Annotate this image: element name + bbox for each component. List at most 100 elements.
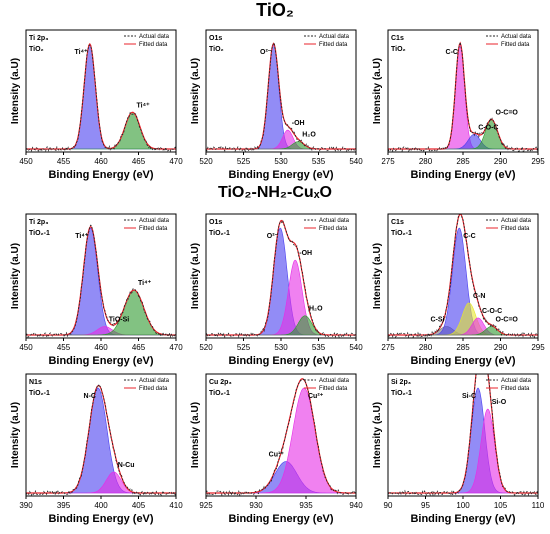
peak-label: -OH: [299, 250, 312, 257]
x-tick-label: 295: [531, 343, 545, 352]
x-tick-label: 105: [494, 501, 508, 510]
plot-area: [26, 383, 176, 496]
x-tick-label: 525: [237, 157, 251, 166]
x-axis-label: Binding Energy (eV): [410, 355, 515, 367]
y-axis-label: Intensity (a.U): [10, 243, 21, 309]
legend-fitted-label: Fitted data: [139, 226, 168, 232]
peak-label: N-Cu: [118, 462, 135, 469]
x-tick-label: 540: [349, 157, 363, 166]
sample-label: TiO₂: [391, 46, 406, 53]
fitted-data-line: [26, 42, 176, 150]
x-axis-label: Binding Energy (eV): [48, 169, 153, 181]
actual-data-line: [26, 224, 176, 338]
xps-panel: 275 280 285 290 295 Binding Energy (eV) Intens…: [372, 29, 545, 181]
x-tick-label: 295: [531, 157, 545, 166]
legend-fitted-label: Fitted data: [319, 386, 348, 392]
x-tick-label: 470: [169, 157, 183, 166]
x-tick-label: 95: [421, 501, 430, 510]
panel-label: Ti 2p₃: [29, 219, 48, 226]
peak-label: C-C: [446, 49, 458, 56]
panel-label: Ti 2p₃: [29, 35, 48, 42]
y-axis-label: Intensity (a.U): [190, 402, 201, 468]
sample-label: TiO₂-1: [29, 390, 50, 397]
y-axis-label: Intensity (a.U): [190, 243, 201, 309]
legend-fitted-label: Fitted data: [501, 386, 530, 392]
x-tick-label: 285: [456, 343, 470, 352]
legend-actual-label: Actual data: [501, 378, 532, 384]
x-tick-label: 535: [312, 343, 326, 352]
peak-label: -OH: [292, 120, 305, 127]
peak-label: O²⁻: [260, 49, 272, 56]
x-tick-label: 110: [532, 501, 545, 510]
section-title-tio2: TiO₂: [256, 0, 294, 20]
actual-data-line: [206, 378, 356, 496]
legend-fitted-label: Fitted data: [501, 42, 530, 48]
y-axis-label: Intensity (a.U): [372, 58, 383, 124]
peak-label: TiO-Si: [109, 316, 130, 323]
x-tick-label: 450: [19, 343, 33, 352]
x-tick-label: 455: [57, 157, 71, 166]
sample-label: TiO₂-1: [391, 390, 412, 397]
actual-data-line: [26, 44, 176, 152]
x-tick-label: 275: [381, 157, 395, 166]
legend-fitted-label: Fitted data: [501, 226, 530, 232]
x-tick-label: 525: [237, 343, 251, 352]
legend-actual-label: Actual data: [319, 34, 350, 40]
peak-label: O-C=O: [496, 110, 519, 117]
fitted-data-line: [388, 41, 538, 150]
peak-area: [26, 227, 176, 336]
x-tick-label: 280: [419, 157, 433, 166]
peak-area: [206, 43, 356, 150]
x-axis-label: Binding Energy (eV): [410, 169, 515, 181]
x-tick-label: 535: [312, 157, 326, 166]
sample-label: TiO₂-1: [29, 230, 50, 237]
peak-label: Ti⁴⁺: [74, 49, 88, 56]
x-tick-label: 935: [299, 501, 313, 510]
x-tick-label: 405: [132, 501, 146, 510]
plot-area: [26, 42, 176, 152]
x-tick-label: 410: [169, 501, 183, 510]
fitted-data-line: [206, 219, 356, 336]
y-axis-label: Intensity (a.U): [372, 243, 383, 309]
peak-area: [206, 227, 356, 336]
legend-actual-label: Actual data: [139, 218, 170, 224]
actual-data-line: [388, 42, 538, 152]
peak-label: Si-O: [492, 399, 507, 406]
peak-label: C-O-C: [482, 308, 502, 315]
section-title-tio2-nh2-cuxo: TiO₂-NH₂-CuₓO: [218, 184, 332, 201]
y-axis-label: Intensity (a.U): [10, 402, 21, 468]
legend-fitted-label: Fitted data: [139, 42, 168, 48]
plot-area: [388, 374, 538, 496]
peak-label: N-C: [84, 393, 96, 400]
panel-label: C1s: [391, 35, 404, 42]
peak-label: Cu²⁺: [308, 393, 324, 400]
panel-label: N1s: [29, 379, 42, 386]
x-tick-label: 520: [199, 343, 213, 352]
x-tick-label: 390: [19, 501, 33, 510]
x-axis-label: Binding Energy (eV): [228, 355, 333, 367]
x-axis-label: Binding Energy (eV): [48, 513, 153, 525]
x-tick-label: 395: [57, 501, 71, 510]
legend-fitted-label: Fitted data: [139, 386, 168, 392]
sample-label: TiO₂-1: [391, 230, 412, 237]
x-axis-label: Binding Energy (eV): [228, 513, 333, 525]
sample-label: TiO₂-1: [209, 390, 230, 397]
peak-label: H₂O: [302, 132, 316, 139]
panel-label: O1s: [209, 219, 222, 226]
panel-frame: [205, 373, 357, 497]
x-tick-label: 90: [384, 501, 393, 510]
y-axis-label: Intensity (a.U): [10, 58, 21, 124]
sample-label: TiO₂-1: [209, 230, 230, 237]
x-axis-label: Binding Energy (eV): [228, 169, 333, 181]
x-tick-label: 460: [94, 343, 108, 352]
x-tick-label: 940: [349, 501, 363, 510]
sample-label: TiO₂: [29, 46, 44, 53]
actual-data-line: [388, 214, 538, 338]
peak-label: C-C: [463, 233, 475, 240]
x-tick-label: 100: [456, 501, 470, 510]
plot-area: [206, 378, 356, 496]
plot-area: [388, 214, 538, 338]
sample-label: TiO₂: [209, 46, 224, 53]
x-tick-label: 455: [57, 343, 71, 352]
